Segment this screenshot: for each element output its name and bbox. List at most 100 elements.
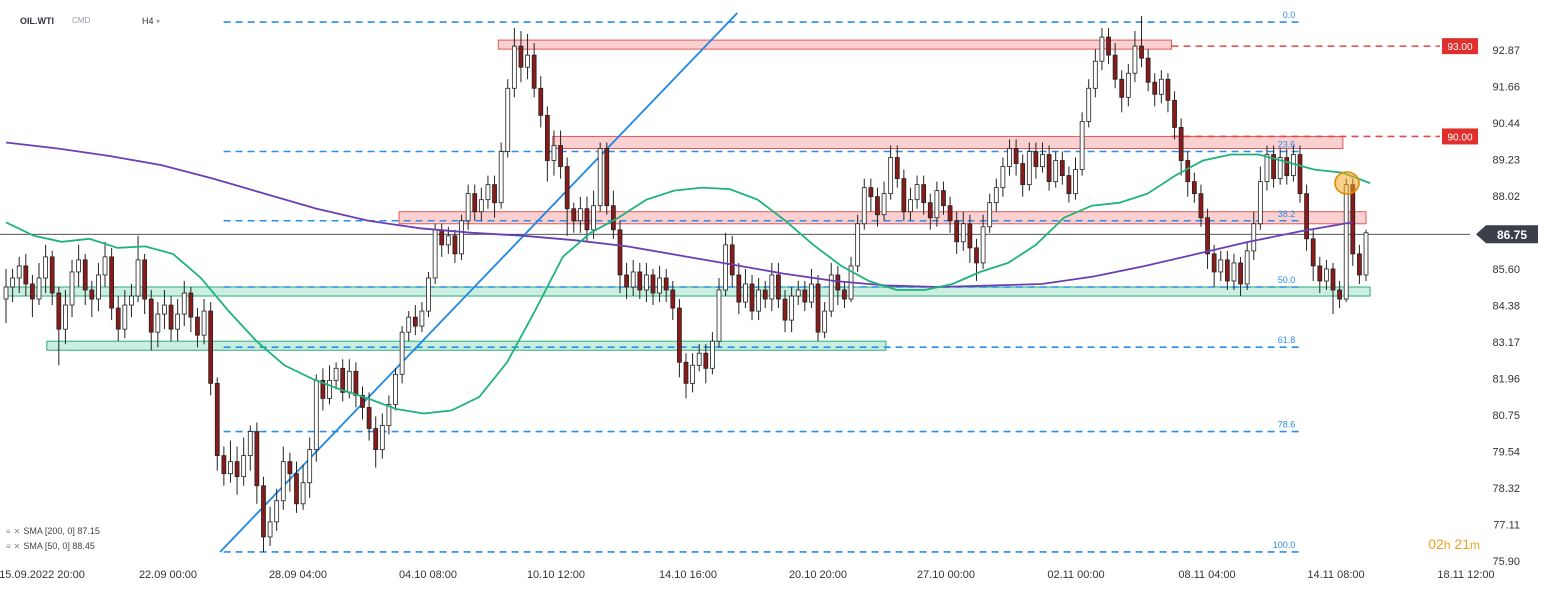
candle	[333, 367, 339, 381]
candle	[802, 289, 808, 303]
time-tick: 14.10 16:00	[659, 569, 717, 581]
candle	[30, 283, 35, 300]
candle	[710, 340, 715, 369]
timer-m-unit: m	[1470, 538, 1480, 552]
candle	[1337, 289, 1342, 300]
candle	[129, 295, 134, 306]
candle	[663, 277, 669, 291]
candle	[320, 379, 326, 399]
time-tick: 22.09 00:00	[139, 569, 197, 581]
legend-sma50[interactable]: ≡ ✕ SMA [50, 0] 88.45	[6, 541, 95, 551]
candle	[1158, 78, 1164, 95]
price-tick: 92.87	[1492, 45, 1520, 57]
trendline-layer	[219, 12, 738, 553]
candle	[677, 307, 682, 363]
candle	[208, 310, 214, 384]
fib-label: 0.0	[1283, 10, 1296, 20]
candle	[1059, 160, 1065, 176]
candle	[287, 461, 293, 475]
symbol-label[interactable]: OIL.WTI	[20, 16, 54, 26]
resistance-zone	[552, 135, 1344, 149]
candle	[525, 54, 530, 68]
candle	[472, 193, 478, 213]
price-tick: 78.32	[1492, 483, 1520, 495]
candle	[1086, 87, 1092, 122]
candle	[736, 274, 742, 303]
candle	[307, 449, 313, 484]
legend-sma50-label: SMA [50, 0] 88.45	[23, 541, 95, 551]
level-price-label: 90.00	[1447, 132, 1472, 143]
candle	[670, 289, 676, 309]
candle	[558, 145, 563, 167]
price-tick: 83.17	[1492, 337, 1520, 349]
time-tick: 27.10 00:00	[917, 569, 975, 581]
price-tick: 81.96	[1492, 374, 1520, 386]
candle	[1363, 232, 1369, 276]
candle	[399, 331, 405, 375]
candle	[683, 361, 689, 384]
candle	[1343, 184, 1349, 300]
time-tick: 28.09 04:00	[269, 569, 327, 581]
candle	[795, 289, 801, 297]
candle	[56, 292, 62, 330]
candle	[789, 295, 795, 321]
price-tick: 88.02	[1492, 191, 1520, 203]
candle	[109, 256, 115, 309]
close-icon[interactable]: ✕	[13, 527, 21, 536]
level-price-tag	[1442, 38, 1478, 55]
candle	[346, 370, 352, 393]
fib-label: 78.6	[1278, 420, 1296, 430]
candle	[353, 370, 359, 396]
candle	[280, 461, 286, 502]
candle	[406, 316, 412, 333]
candle	[366, 407, 372, 429]
candle	[624, 274, 629, 288]
candle	[261, 485, 266, 538]
candle	[974, 247, 979, 264]
candle	[1079, 120, 1085, 170]
support-zone	[46, 340, 887, 351]
candle	[274, 500, 280, 523]
time-axis: 15.09.2022 20:00 22.09 00:00 28.09 04:00 04…	[0, 569, 1495, 581]
highlight-circle	[1334, 171, 1360, 195]
candle	[63, 304, 68, 330]
level-price-label: 93.00	[1447, 42, 1472, 53]
price-tick: 80.75	[1492, 410, 1520, 422]
fib-label: 38.2	[1278, 209, 1296, 219]
candle	[1238, 262, 1243, 285]
candle	[115, 307, 121, 330]
candle	[729, 244, 735, 276]
legend-sma200[interactable]: ≡ ✕ SMA [200, 0] 87.15	[6, 526, 100, 536]
legend-sma200-label: SMA [200, 0] 87.15	[23, 526, 100, 536]
candle	[584, 208, 590, 231]
candle	[1350, 184, 1356, 255]
symbol-name: OIL.WTI	[20, 16, 54, 26]
candle	[571, 208, 577, 222]
candle	[1284, 157, 1290, 176]
candle	[300, 482, 306, 505]
price-tick: 85.60	[1492, 264, 1520, 276]
candle	[544, 114, 550, 161]
candle	[1013, 148, 1019, 164]
candle	[591, 205, 596, 231]
candle	[135, 259, 141, 297]
timer-h-unit: h	[1443, 538, 1451, 552]
timeframe-select[interactable]: H4 ▾	[142, 16, 160, 26]
close-icon[interactable]: ✕	[13, 542, 21, 551]
candle	[835, 274, 841, 291]
candle	[716, 289, 722, 342]
candle	[373, 428, 379, 450]
candle	[538, 87, 544, 116]
annotation-layer	[1334, 171, 1360, 195]
candle	[1000, 166, 1006, 189]
candle	[1211, 253, 1217, 273]
candle	[934, 190, 940, 219]
price-tick: 75.90	[1492, 556, 1520, 568]
candle	[1257, 181, 1263, 225]
candle	[855, 223, 861, 267]
candle	[756, 289, 762, 312]
candle	[340, 367, 346, 393]
candle	[1046, 154, 1052, 183]
candle	[1244, 250, 1250, 285]
